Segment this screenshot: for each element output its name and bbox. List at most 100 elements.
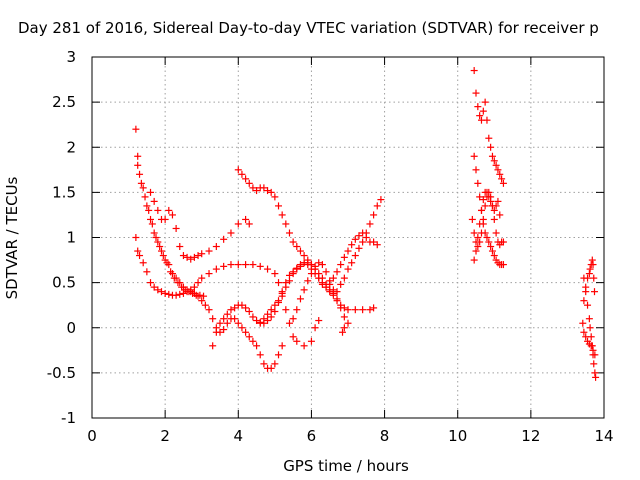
data-point — [267, 364, 275, 372]
data-point — [260, 315, 268, 323]
data-point — [282, 306, 290, 314]
data-point — [134, 152, 142, 160]
data-point — [585, 270, 593, 278]
data-point — [209, 342, 217, 350]
data-point — [264, 265, 272, 273]
data-point — [472, 166, 480, 174]
data-point — [190, 253, 198, 261]
data-point — [289, 315, 297, 323]
data-point — [174, 279, 182, 287]
data-point — [370, 211, 378, 219]
data-point — [474, 234, 482, 241]
data-point — [176, 290, 184, 298]
data-point — [242, 261, 250, 269]
data-point — [589, 261, 597, 269]
data-point — [216, 319, 224, 327]
data-point — [278, 211, 286, 219]
data-point — [582, 283, 590, 291]
data-point — [494, 166, 502, 174]
data-point — [311, 262, 319, 270]
data-point — [249, 337, 257, 345]
data-point — [580, 328, 588, 336]
data-point — [488, 152, 496, 160]
data-point — [322, 268, 330, 276]
data-point — [205, 270, 213, 278]
data-point — [253, 342, 261, 350]
data-point — [329, 286, 337, 294]
data-point — [168, 270, 176, 278]
data-point — [150, 283, 158, 291]
data-point — [271, 360, 279, 368]
data-point — [159, 252, 167, 260]
data-point — [234, 319, 242, 327]
data-point — [260, 184, 268, 192]
data-point — [351, 252, 359, 260]
data-point — [470, 256, 478, 264]
data-point — [231, 315, 239, 323]
data-point — [344, 265, 352, 273]
data-point — [483, 188, 491, 196]
data-point — [492, 161, 500, 169]
data-point — [580, 297, 588, 305]
data-point — [474, 243, 482, 251]
data-point — [590, 288, 598, 296]
data-point — [242, 328, 250, 336]
data-point — [470, 152, 478, 160]
data-point — [351, 235, 359, 243]
data-point — [474, 179, 482, 187]
data-point — [487, 243, 495, 251]
data-point — [499, 261, 507, 269]
data-point — [205, 306, 213, 314]
data-point — [267, 306, 275, 314]
data-point — [472, 247, 480, 255]
data-point — [187, 286, 195, 294]
data-point — [496, 170, 504, 178]
data-point — [344, 306, 352, 314]
data-point — [479, 107, 487, 115]
data-point — [293, 306, 301, 314]
data-point — [344, 319, 352, 327]
data-point — [584, 301, 592, 309]
data-point — [150, 229, 158, 237]
data-point — [293, 243, 301, 251]
data-point — [245, 333, 253, 341]
data-point — [311, 324, 319, 332]
x-tick-label: 2 — [160, 427, 170, 445]
data-point — [488, 247, 496, 255]
data-point — [366, 306, 374, 314]
data-point — [498, 175, 506, 183]
y-tick-label: -1 — [61, 409, 76, 427]
data-point — [307, 337, 315, 345]
data-point — [256, 319, 264, 327]
data-point — [194, 252, 202, 260]
data-point — [271, 270, 279, 278]
data-point — [344, 247, 352, 255]
data-point — [234, 261, 242, 269]
data-point — [337, 261, 345, 269]
data-point — [586, 265, 594, 273]
data-point — [483, 234, 491, 241]
data-point — [249, 184, 257, 192]
data-point — [470, 229, 478, 237]
x-tick-label: 6 — [307, 427, 317, 445]
data-point — [154, 286, 162, 294]
data-point — [318, 261, 326, 269]
data-point — [147, 188, 155, 196]
data-point — [333, 295, 341, 303]
y-tick-label: 2 — [66, 138, 76, 156]
data-point — [499, 179, 507, 187]
data-point — [587, 342, 595, 350]
data-point — [487, 143, 495, 151]
data-point — [496, 211, 504, 219]
data-point — [132, 234, 140, 241]
data-point — [234, 166, 242, 174]
data-point — [256, 262, 264, 270]
data-point — [134, 247, 142, 255]
data-point — [194, 279, 202, 287]
data-point — [340, 253, 348, 261]
data-point — [483, 116, 491, 124]
data-point — [370, 238, 378, 246]
data-point — [147, 215, 155, 223]
axis-ticks — [91, 56, 605, 419]
data-point — [132, 125, 140, 133]
